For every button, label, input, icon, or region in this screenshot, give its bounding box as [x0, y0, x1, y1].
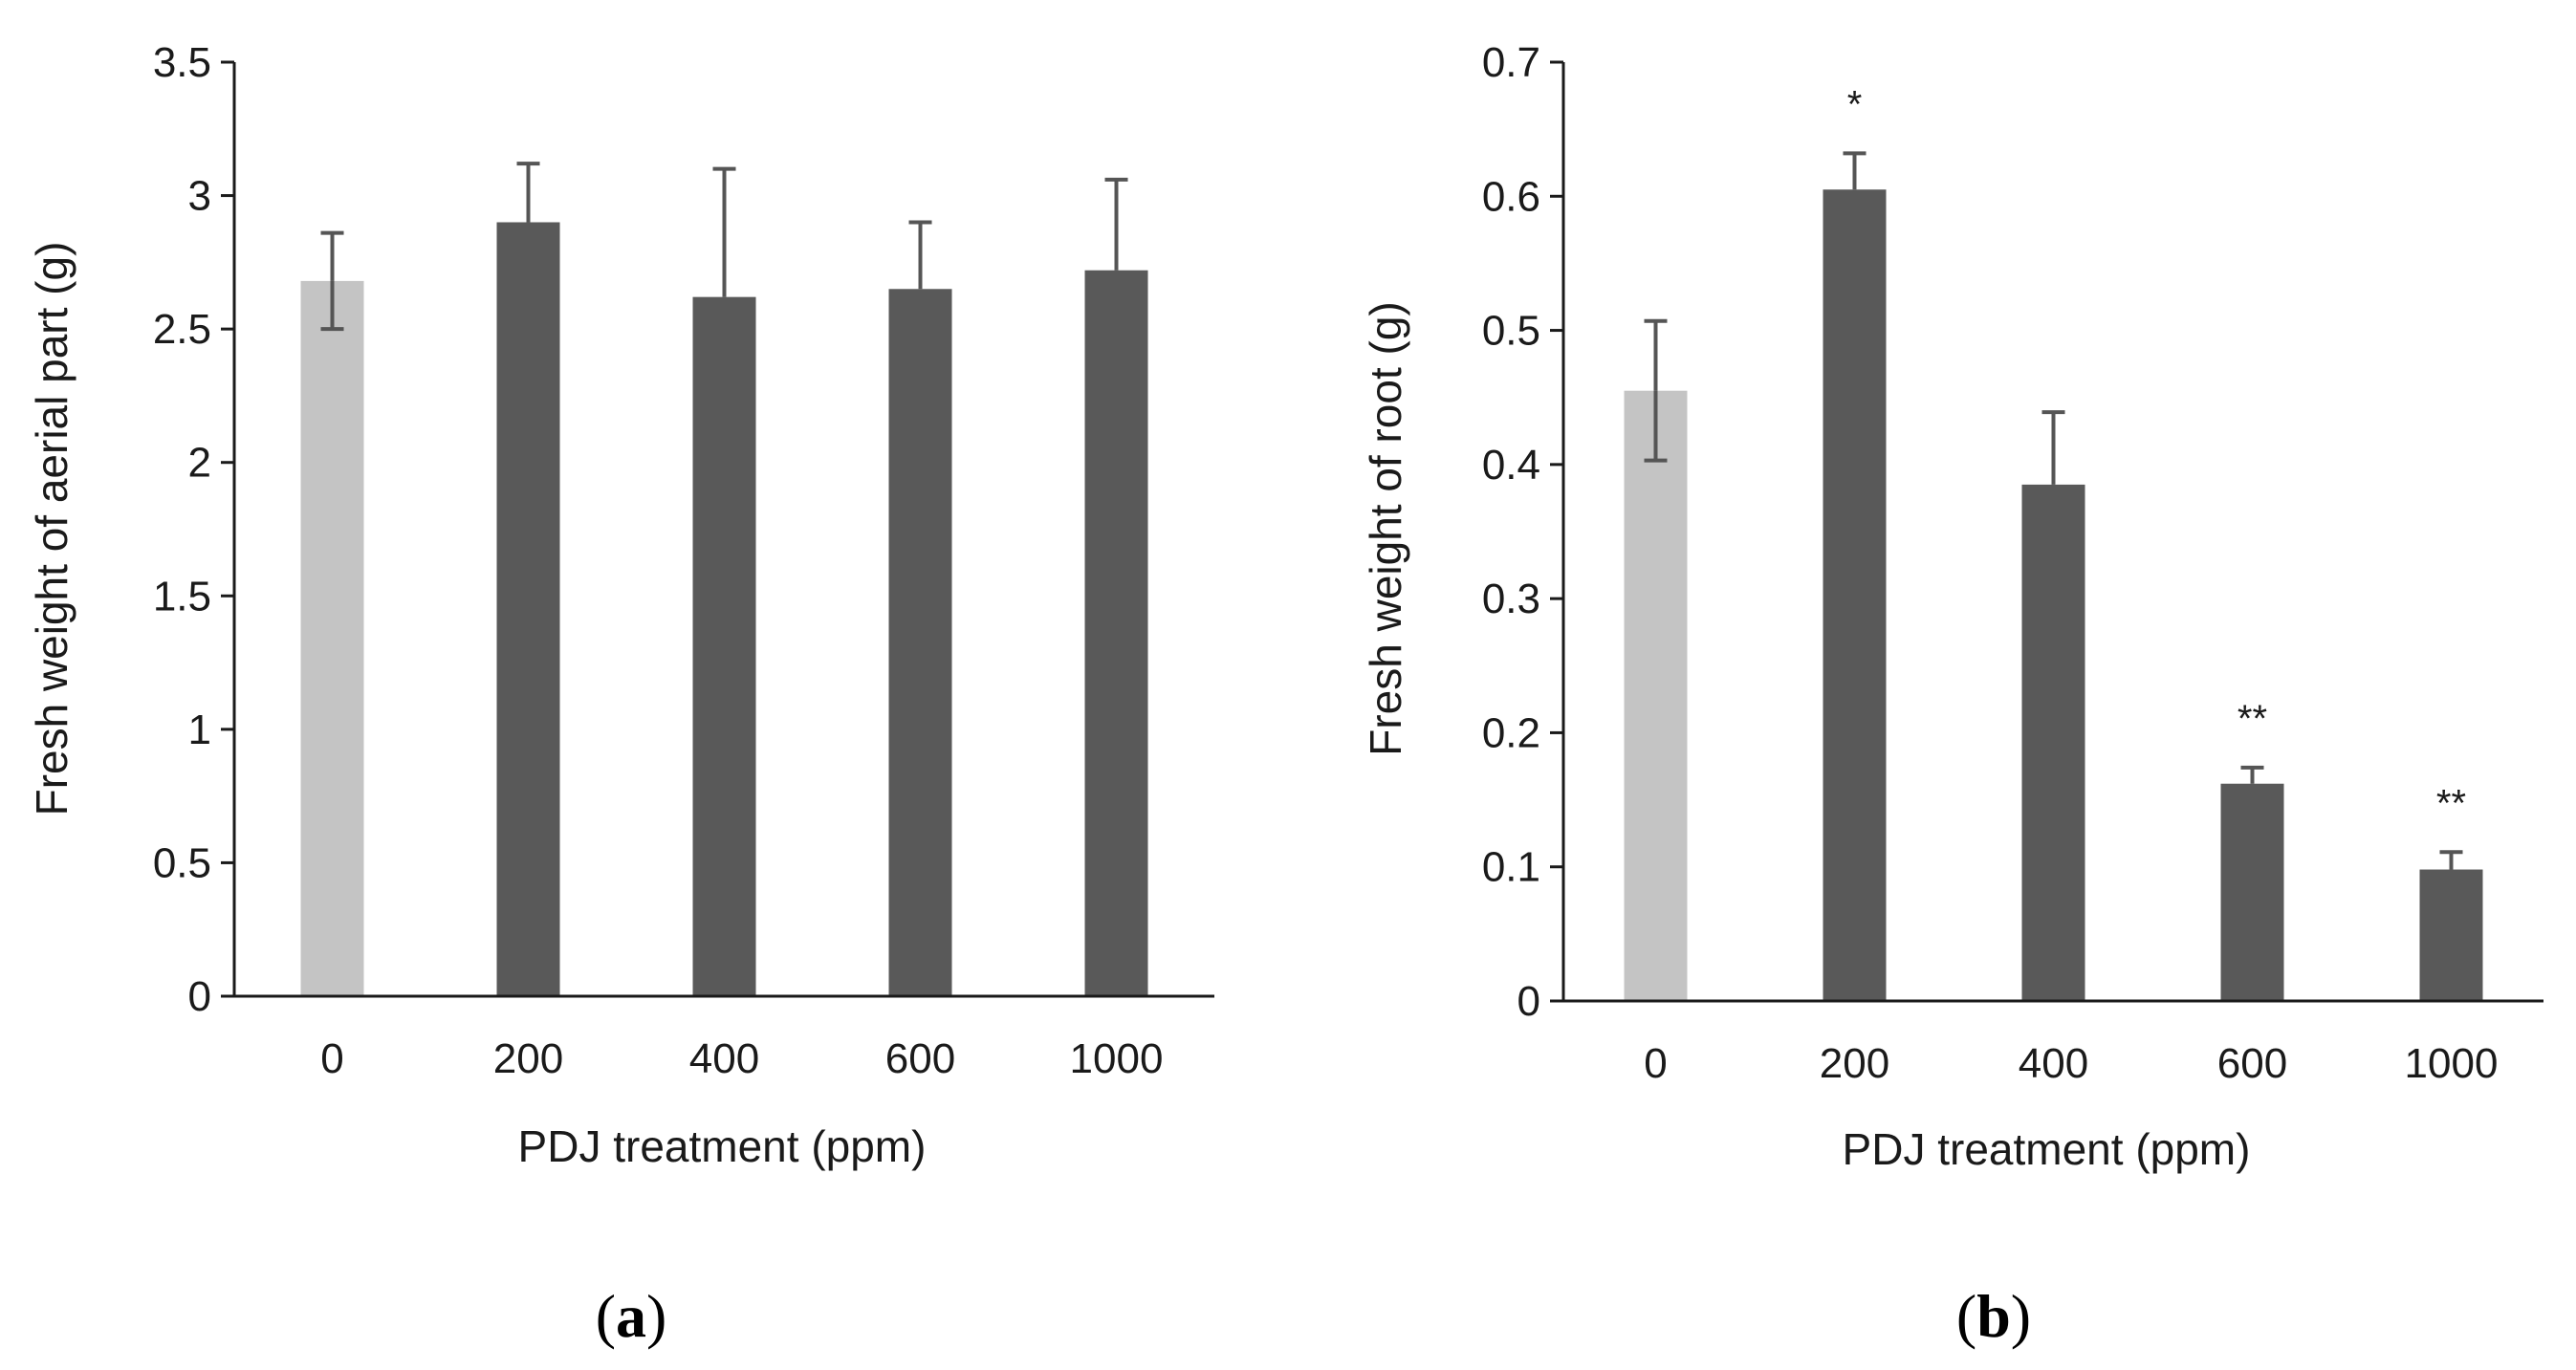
x-tick-label: 600	[2217, 1040, 2287, 1087]
y-tick-label: 0.6	[1482, 173, 1540, 220]
bar-treatment	[1084, 270, 1148, 996]
x-tick-label: 1000	[1070, 1035, 1164, 1082]
chart-panel-a: 0 0.5 1 1.5 2 2.5 3 3.5 0 200 400 600 1000 PDJ treatm…	[27, 39, 1214, 1350]
panel-label: (b)	[1956, 1282, 2031, 1350]
x-tick-label: 200	[493, 1035, 563, 1082]
y-tick-label: 3	[188, 173, 211, 220]
bar-treatment	[496, 222, 560, 996]
panel-label-open: (	[596, 1282, 616, 1350]
y-tick-label: 1.5	[153, 573, 211, 620]
y-tick-label: 0.2	[1482, 709, 1540, 756]
x-tick-label: 200	[1820, 1040, 1889, 1087]
x-tick-label: 400	[2019, 1040, 2088, 1087]
y-tick-label: 0.4	[1482, 442, 1540, 489]
significance-marker: **	[2436, 782, 2466, 824]
x-tick-label: 600	[885, 1035, 955, 1082]
bar-treatment	[2021, 484, 2085, 1001]
x-axis-title: PDJ treatment (ppm)	[518, 1121, 927, 1171]
y-tick-label: 0	[188, 973, 211, 1020]
chart-panel-b: 0 0.1 0.2 0.3 0.4 0.5 0.6 0.7 0 * 200 400 ** 600 ** 100…	[1361, 39, 2543, 1350]
error-bar	[2439, 850, 2463, 870]
y-tick-label: 0	[1517, 978, 1540, 1025]
y-tick-label: 1	[188, 707, 211, 753]
error-bar	[516, 162, 540, 223]
y-tick-label: 0.5	[1482, 308, 1540, 355]
y-tick-label: 0.3	[1482, 576, 1540, 622]
bar-control	[1624, 390, 1688, 1001]
bar-treatment	[692, 296, 756, 996]
error-bar	[712, 166, 736, 297]
y-tick-label: 2.5	[153, 306, 211, 353]
bar-treatment	[1823, 189, 1887, 1001]
error-bar	[1104, 177, 1128, 271]
y-tick-label: 0.5	[153, 839, 211, 886]
x-axis-title: PDJ treatment (ppm)	[1843, 1124, 2251, 1174]
significance-marker: **	[2238, 698, 2267, 740]
y-tick-label: 0.7	[1482, 39, 1540, 86]
error-bar	[2240, 765, 2264, 784]
panel-label: (a)	[596, 1282, 667, 1350]
significance-marker: *	[1847, 83, 1863, 125]
panel-label-letter: a	[616, 1282, 646, 1350]
x-tick-label: 400	[689, 1035, 759, 1082]
panel-label-open: (	[1956, 1282, 1976, 1350]
bar-treatment	[2220, 783, 2284, 1001]
error-bar	[1644, 318, 1668, 463]
error-bar	[320, 230, 344, 332]
bar-treatment	[2419, 869, 2483, 1001]
error-bar	[908, 220, 932, 290]
y-tick-label: 3.5	[153, 39, 211, 86]
y-axis-title: Fresh weight of aerial part (g)	[27, 242, 76, 816]
panel-label-close: )	[646, 1282, 666, 1350]
x-tick-label: 1000	[2405, 1040, 2499, 1087]
bar-treatment	[888, 289, 952, 996]
y-tick-label: 0.1	[1482, 844, 1540, 891]
bar-control	[300, 280, 364, 996]
y-axis-title: Fresh weight of root (g)	[1361, 301, 1410, 756]
error-bar	[1843, 151, 1867, 190]
error-bar	[2041, 410, 2065, 485]
y-tick-label: 2	[188, 440, 211, 487]
panel-label-letter: b	[1976, 1282, 2011, 1350]
x-tick-label: 0	[1644, 1040, 1667, 1087]
panel-label-close: )	[2011, 1282, 2031, 1350]
x-tick-label: 0	[320, 1035, 343, 1082]
